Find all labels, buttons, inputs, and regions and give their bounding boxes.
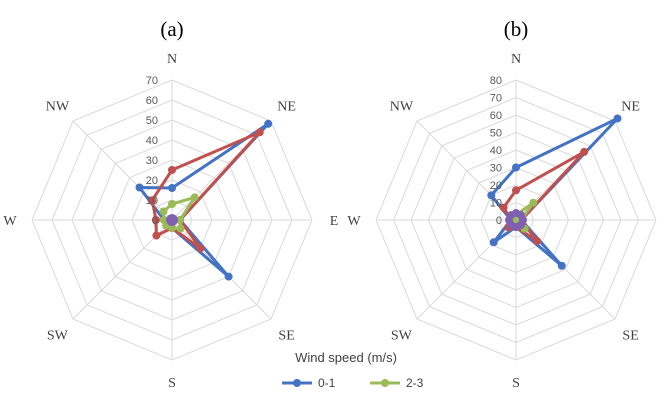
direction-label-b-n: N xyxy=(511,52,521,67)
data-point-b-1-ne xyxy=(580,147,589,156)
direction-label-a-sw: SW xyxy=(47,329,69,344)
panel-label-b: (b) xyxy=(504,17,529,41)
legend-entry-2-3: 2-3 xyxy=(370,376,424,390)
panel-label-a: (a) xyxy=(160,17,183,41)
direction-label-b-w: W xyxy=(347,214,361,229)
legend-entry-0-1: 0-1 xyxy=(282,376,336,390)
direction-label-b-s: S xyxy=(512,376,520,391)
direction-label-a-e: E xyxy=(330,214,339,229)
tick-label-b-50: 50 xyxy=(490,128,502,140)
legend-title: Wind speed (m/s) xyxy=(295,350,397,365)
data-point-b-2-ne xyxy=(529,198,538,207)
direction-label-a-ne: NE xyxy=(277,99,296,114)
legend-swatch-marker-2-3 xyxy=(381,379,389,387)
data-point-a-2-se xyxy=(176,224,185,233)
tick-label-a-30: 30 xyxy=(146,155,158,167)
data-point-b-1-n xyxy=(512,186,520,195)
data-point-a-2-e xyxy=(176,216,184,224)
direction-label-a-n: N xyxy=(167,52,177,67)
data-point-a-0-n xyxy=(168,184,176,192)
data-point-b-0-nw xyxy=(487,191,496,200)
data-point-a-2-nw xyxy=(159,207,168,216)
data-point-a-0-nw xyxy=(135,183,144,192)
tick-label-b-40: 40 xyxy=(490,145,502,157)
legend-label-0-1: 0-1 xyxy=(318,376,336,390)
series-line-b-0 xyxy=(489,117,619,268)
data-point-a-1-n xyxy=(168,166,176,174)
data-point-a-1-sw xyxy=(152,231,161,240)
data-point-a-1-w xyxy=(152,216,160,224)
data-point-a-2-n xyxy=(168,200,176,208)
direction-label-b-se: SE xyxy=(622,329,638,344)
data-point-a-1-nw xyxy=(148,196,157,205)
legend: Wind speed (m/s) 0-1 2-3 xyxy=(282,350,424,390)
data-point-b-3-nw xyxy=(507,211,516,220)
series-line-a-1 xyxy=(150,130,262,250)
direction-label-a-nw: NW xyxy=(46,99,70,114)
legend-swatch-marker-0-1 xyxy=(293,379,301,387)
tick-label-b-60: 60 xyxy=(490,110,502,122)
tick-label-b-10: 10 xyxy=(490,198,502,210)
direction-label-b-ne: NE xyxy=(621,99,640,114)
data-point-a-0-ne xyxy=(264,119,273,128)
data-point-b-0-sw xyxy=(489,238,498,247)
tick-label-a-20: 20 xyxy=(146,175,158,187)
data-point-b-0-ne xyxy=(613,114,622,123)
direction-label-a-s: S xyxy=(168,376,176,391)
tick-label-b-30: 30 xyxy=(490,163,502,175)
tick-label-a-10: 10 xyxy=(146,195,158,207)
data-point-a-0-se xyxy=(224,272,233,281)
tick-label-a-50: 50 xyxy=(146,115,158,127)
grid-spoke-a-nw xyxy=(72,120,173,221)
direction-label-b-nw: NW xyxy=(390,99,414,114)
data-point-a-3-nw xyxy=(166,214,175,223)
data-point-b-0-n xyxy=(512,163,520,172)
tick-label-b-0: 0 xyxy=(496,215,502,227)
tick-label-a-70: 70 xyxy=(146,75,158,87)
tick-label-a-0: 0 xyxy=(152,215,158,227)
direction-label-a-se: SE xyxy=(278,329,294,344)
data-point-b-1-se xyxy=(533,237,541,245)
data-point-a-2-ne xyxy=(190,193,199,202)
tick-label-b-80: 80 xyxy=(490,75,502,87)
data-point-b-1-nw xyxy=(499,203,508,212)
tick-label-b-70: 70 xyxy=(490,93,502,105)
legend-label-2-3: 2-3 xyxy=(406,376,424,390)
radar-chart-a: 0 10 20 30 40 50 60 70 N NE E SE S SW W NW (a) xyxy=(3,17,338,391)
direction-label-a-w: W xyxy=(3,214,17,229)
tick-label-a-40: 40 xyxy=(146,135,158,147)
data-point-a-1-ne xyxy=(255,128,264,137)
tick-label-a-60: 60 xyxy=(146,95,158,107)
direction-label-b-sw: SW xyxy=(391,329,413,344)
data-point-a-1-se xyxy=(196,244,205,253)
tick-label-b-20: 20 xyxy=(490,180,502,192)
data-point-a-2-w xyxy=(160,216,168,224)
data-point-b-0-se xyxy=(557,261,566,270)
